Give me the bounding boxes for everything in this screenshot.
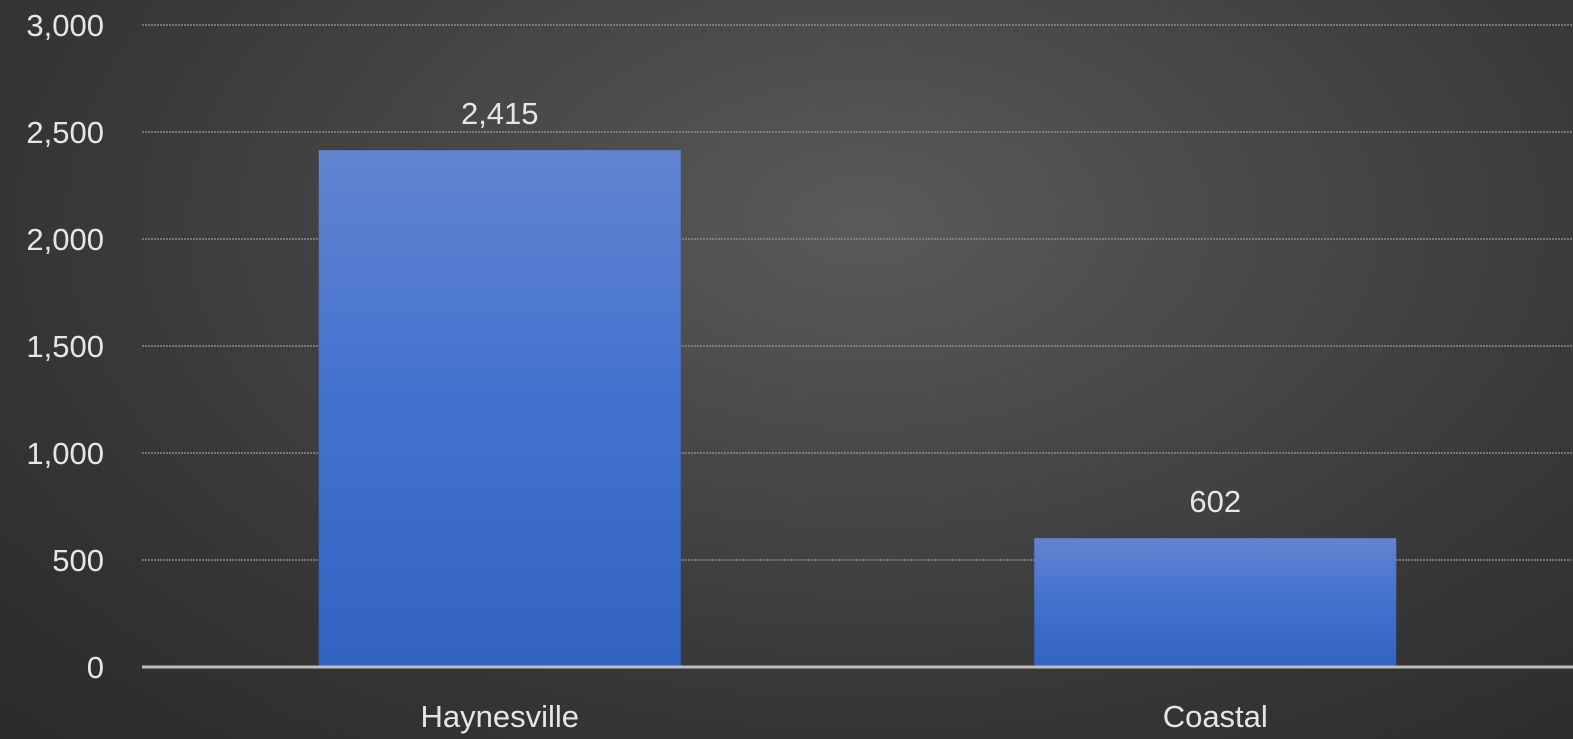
y-tick-label: 2,000: [26, 222, 104, 257]
category-label-haynesville: Haynesville: [420, 699, 579, 734]
y-tick-label: 2,500: [26, 115, 104, 150]
bar-haynesville: [318, 150, 681, 667]
bar-coastal: [1034, 538, 1397, 667]
y-tick-label: 0: [87, 650, 104, 685]
data-labels: 2,415 602: [461, 96, 1241, 519]
data-label-haynesville: 2,415: [461, 96, 539, 131]
data-label-coastal: 602: [1189, 484, 1241, 519]
category-label-coastal: Coastal: [1163, 699, 1268, 734]
bars: [318, 150, 1397, 667]
y-tick-label: 1,000: [26, 436, 104, 471]
y-tick-label: 3,000: [26, 8, 104, 43]
y-tick-label: 500: [52, 543, 104, 578]
y-axis-tick-labels: 0 500 1,000 1,500 2,000 2,500 3,000: [26, 8, 104, 685]
y-tick-label: 1,500: [26, 329, 104, 364]
x-axis-category-labels: Haynesville Coastal: [420, 699, 1267, 734]
